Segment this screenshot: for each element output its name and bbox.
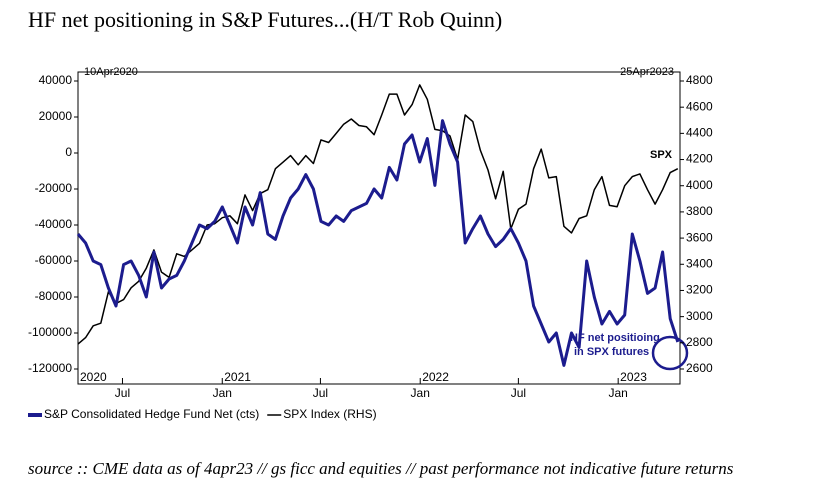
y2-tick-label: 3000	[686, 309, 713, 323]
y2-tick-label: 2800	[686, 335, 713, 349]
hf-annotation: in SPX futures	[574, 346, 649, 358]
y-tick-label: -100000	[28, 325, 72, 339]
year-label: 2023	[620, 370, 647, 384]
y2-tick-label: 4200	[686, 152, 713, 166]
x-tick-label: Jul	[313, 386, 328, 400]
end-label: 25Apr2023	[620, 66, 674, 78]
year-label: 2021	[224, 370, 251, 384]
y2-tick-label: 4600	[686, 99, 713, 113]
year-label: 2020	[80, 370, 107, 384]
chart-title: HF net positioning in S&P Futures...(H/T…	[28, 7, 502, 32]
x-tick-label: Jan	[213, 386, 232, 400]
y2-tick-label: 3200	[686, 283, 713, 297]
y2-tick-label: 3800	[686, 204, 713, 218]
y-tick-label: -40000	[35, 217, 73, 231]
y-tick-label: -120000	[28, 361, 72, 375]
y-tick-label: -60000	[35, 253, 73, 267]
spx-annotation: SPX	[650, 149, 673, 161]
y-tick-label: 0	[65, 145, 72, 159]
y2-tick-label: 3400	[686, 256, 713, 270]
legend-label: SPX Index (RHS)	[283, 407, 376, 421]
y-tick-label: -20000	[35, 181, 73, 195]
y-tick-label: 20000	[39, 109, 73, 123]
y-tick-label: 40000	[39, 73, 73, 87]
y2-tick-label: 4400	[686, 126, 713, 140]
hf-annotation: HF net positioing	[570, 332, 660, 344]
y2-tick-label: 4800	[686, 73, 713, 87]
y2-tick-label: 4000	[686, 178, 713, 192]
series-line	[76, 119, 680, 367]
x-tick-label: Jan	[608, 386, 627, 400]
series-line	[77, 84, 679, 345]
x-tick-label: Jul	[511, 386, 526, 400]
source-note: source :: CME data as of 4apr23 // gs fi…	[28, 459, 734, 478]
start-label: 10Apr2020	[84, 66, 138, 78]
y2-tick-label: 2600	[686, 361, 713, 375]
plot-frame	[77, 71, 681, 385]
highlight-circle	[651, 335, 689, 371]
x-tick-label: Jul	[115, 386, 130, 400]
year-label: 2022	[422, 370, 449, 384]
legend-label: S&P Consolidated Hedge Fund Net (cts)	[44, 407, 259, 421]
x-tick-label: Jan	[411, 386, 430, 400]
y-tick-label: -80000	[35, 289, 73, 303]
y2-tick-label: 3600	[686, 230, 713, 244]
